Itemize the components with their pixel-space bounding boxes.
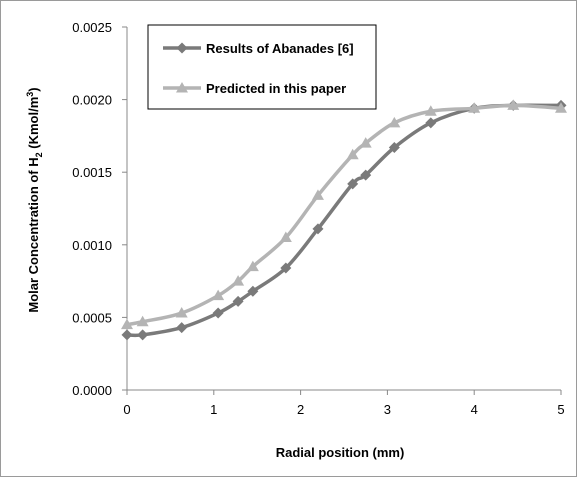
x-tick-label: 1 xyxy=(210,402,217,417)
series-1-point xyxy=(312,223,324,235)
series-1-point xyxy=(360,169,372,181)
legend-marker-1 xyxy=(176,42,188,54)
series-1-point xyxy=(121,329,133,341)
legend-label-1: Results of Abanades [6] xyxy=(206,41,354,56)
series-2-point xyxy=(232,275,245,286)
x-tick-label: 2 xyxy=(297,402,304,417)
y-tick-label: 0.0010 xyxy=(72,238,112,253)
series-2-point xyxy=(246,260,259,272)
y-tick-label: 0.0000 xyxy=(72,383,112,398)
x-tick-label: 5 xyxy=(557,402,564,417)
series-2-point xyxy=(279,231,292,243)
series-2-point xyxy=(175,307,188,318)
series-2-point xyxy=(121,318,133,330)
series-1-point xyxy=(280,262,292,274)
y-tick-label: 0.0015 xyxy=(72,165,112,180)
x-tick-label: 0 xyxy=(123,402,130,417)
y-axis-label-subscript: 2 xyxy=(34,152,44,157)
series-2-point xyxy=(388,116,401,128)
y-axis-label-superscript: 3 xyxy=(25,92,35,97)
legend: Results of Abanades [6] Predicted in this… xyxy=(147,24,377,110)
series-2-point xyxy=(468,102,481,113)
series-1-point xyxy=(425,117,437,129)
series-1-point xyxy=(388,142,400,154)
series-2-point xyxy=(346,148,359,160)
x-axis-label: Radial position (mm) xyxy=(276,445,405,460)
series-layer xyxy=(121,99,567,341)
y-axis-label-main: Molar Concentration of H xyxy=(26,157,41,312)
series-1-point xyxy=(137,329,149,341)
y-axis-label-unit-close: ) xyxy=(26,87,41,91)
series-2-point xyxy=(212,289,225,301)
legend-marker-2 xyxy=(176,82,188,93)
series-2-point xyxy=(136,315,149,327)
series-2-point xyxy=(424,105,437,116)
series-2-point xyxy=(311,189,324,200)
y-tick-label: 0.0020 xyxy=(72,93,112,108)
series-2-point xyxy=(359,137,372,148)
series-1-point xyxy=(347,178,359,190)
y-axis-label-unit: (Kmol/m xyxy=(26,97,41,153)
y-axis-label: Molar Concentration of H2 (Kmol/m3) xyxy=(25,87,44,312)
series-2-point xyxy=(555,102,567,113)
series-1-point xyxy=(212,307,224,319)
legend-label-2: Predicted in this paper xyxy=(206,81,346,96)
series-1-point xyxy=(247,285,259,297)
x-tick-label: 3 xyxy=(384,402,391,417)
series-1-point xyxy=(232,295,244,307)
series-2-point xyxy=(507,99,520,110)
series-1-point xyxy=(176,322,188,334)
x-tick-label: 4 xyxy=(471,402,478,417)
y-tick-label: 0.0025 xyxy=(72,20,112,35)
legend-box xyxy=(147,24,377,110)
y-tick-label: 0.0005 xyxy=(72,310,112,325)
